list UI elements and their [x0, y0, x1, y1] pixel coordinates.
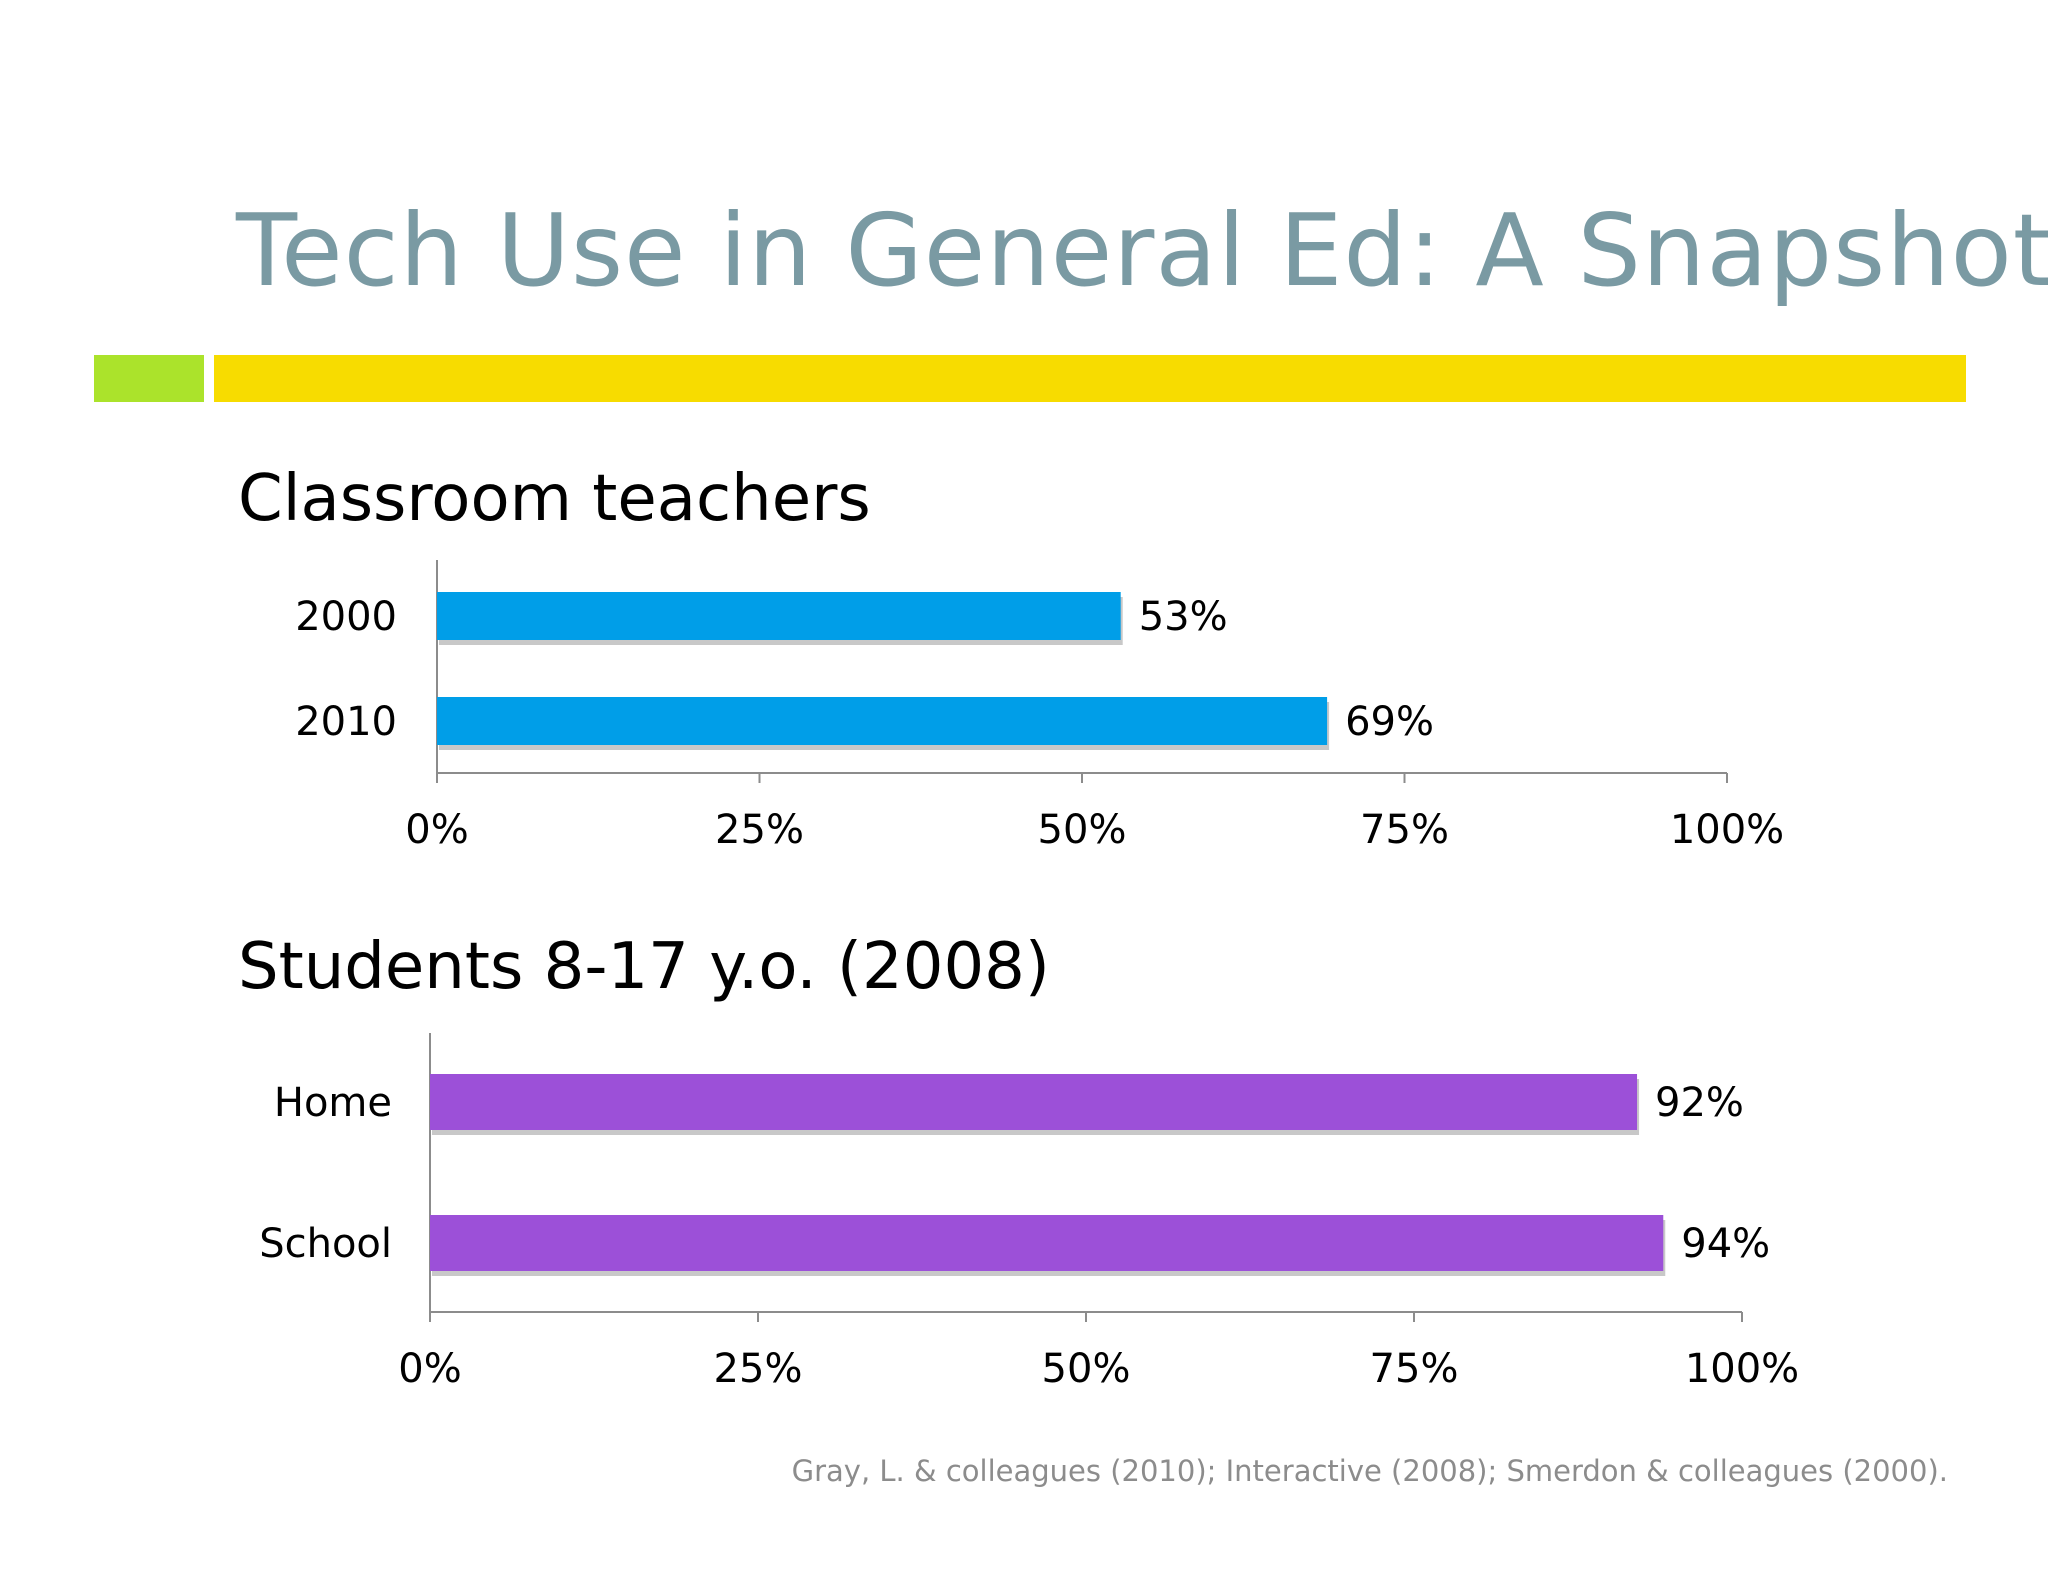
chart-students: 0% 25% 50% 75% 100% Home 92% School 94%	[0, 1025, 2048, 1405]
x-tick-label: 75%	[1360, 807, 1449, 853]
x-tick-label: 0%	[398, 1346, 461, 1392]
bar	[437, 592, 1121, 640]
bar	[430, 1215, 1664, 1271]
chart-students-svg: 0% 25% 50% 75% 100% Home 92% School 94%	[259, 1033, 1799, 1392]
citation-text: Gray, L. & colleagues (2010); Interactiv…	[791, 1454, 1948, 1488]
bar	[430, 1074, 1638, 1130]
chart-teachers-svg: 0% 25% 50% 75% 100% 2000 53% 2010 69%	[295, 560, 1784, 853]
x-tick-label: 100%	[1670, 807, 1784, 853]
category-label: 2000	[295, 594, 397, 640]
data-label: 69%	[1345, 699, 1434, 745]
slide-title: Tech Use in General Ed: A Snapshot	[236, 192, 2048, 309]
category-label: 2010	[295, 699, 397, 745]
x-tick-label: 100%	[1685, 1346, 1799, 1392]
data-label: 92%	[1655, 1080, 1744, 1126]
x-tick-label: 0%	[405, 807, 468, 853]
x-tick-label: 25%	[715, 807, 804, 853]
category-label: School	[259, 1221, 392, 1267]
x-tick-label: 50%	[1038, 807, 1127, 853]
data-label: 53%	[1139, 594, 1228, 640]
chart-title-students: Students 8-17 y.o. (2008)	[238, 930, 1050, 1004]
bar	[437, 697, 1328, 745]
data-label: 94%	[1681, 1221, 1770, 1267]
chart-teachers: 0% 25% 50% 75% 100% 2000 53% 2010 69%	[0, 550, 2048, 870]
accent-bar-yellow	[214, 355, 1966, 402]
x-tick-label: 25%	[714, 1346, 803, 1392]
chart-title-teachers: Classroom teachers	[238, 462, 871, 536]
accent-bar-green	[94, 355, 204, 402]
category-label: Home	[274, 1080, 392, 1126]
x-tick-label: 50%	[1042, 1346, 1131, 1392]
x-tick-label: 75%	[1370, 1346, 1459, 1392]
